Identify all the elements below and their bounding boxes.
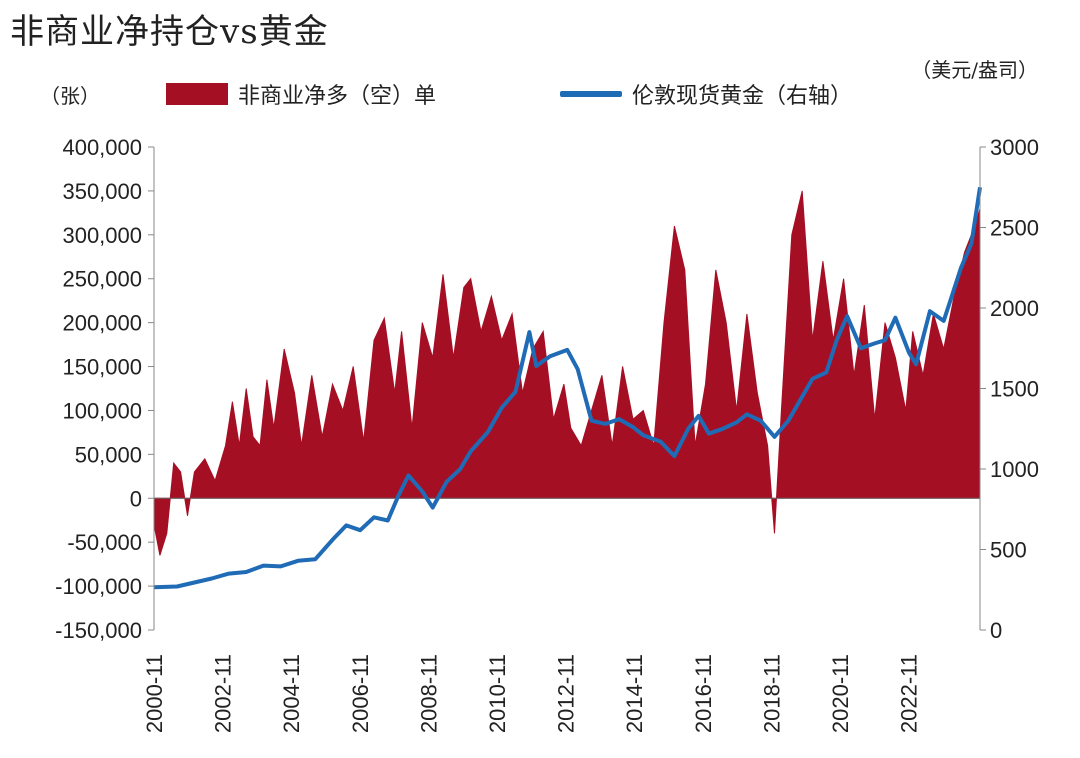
x-tick-label: 2000-11: [142, 654, 167, 733]
right-axis-unit: （美元/盎司）: [911, 58, 1038, 82]
x-tick-label: 2012-11: [554, 654, 579, 733]
gold-price-line: [153, 186, 982, 590]
legend-swatch-bar: [166, 83, 228, 105]
right-tick-label: 1000: [990, 457, 1039, 482]
x-tick-label: 2008-11: [416, 654, 441, 733]
right-tick-label: 1500: [990, 377, 1039, 402]
left-tick-label: 100,000: [62, 398, 142, 423]
legend-item-gold: 伦敦现货黄金（右轴）: [560, 78, 852, 110]
left-tick-label: -50,000: [67, 530, 142, 555]
left-axis-unit: （张）: [40, 84, 100, 108]
x-tick-label: 2014-11: [622, 654, 647, 733]
left-tick-label: 50,000: [75, 442, 142, 467]
x-tick-label: 2002-11: [211, 654, 236, 733]
right-tick-label: 500: [990, 538, 1027, 563]
left-tick-label: 150,000: [62, 355, 142, 380]
left-tick-label: 0: [130, 486, 142, 511]
x-tick-label: 2020-11: [828, 654, 853, 733]
chart-title: 非商业净持仓vs黄金: [10, 12, 329, 52]
left-tick-label: -100,000: [55, 574, 142, 599]
left-tick-label: 400,000: [62, 135, 142, 160]
left-tick-label: 250,000: [62, 267, 142, 292]
right-tick-label: 3000: [990, 135, 1039, 160]
x-tick-label: 2022-11: [897, 654, 922, 733]
x-tick-label: 2016-11: [691, 654, 716, 733]
right-tick-label: 2000: [990, 296, 1039, 321]
x-tick-label: 2018-11: [759, 654, 784, 733]
left-tick-label: 200,000: [62, 311, 142, 336]
legend-label-bar: 非商业净多（空）单: [238, 84, 437, 109]
legend-item-net-position: 非商业净多（空）单: [166, 78, 436, 110]
x-tick-label: 2006-11: [348, 654, 373, 733]
legend-label-line: 伦敦现货黄金（右轴）: [632, 84, 853, 109]
net-position-area: [153, 190, 981, 556]
left-tick-label: 300,000: [62, 223, 142, 248]
legend-swatch-line: [560, 91, 622, 97]
x-tick-label: 2010-11: [485, 654, 510, 733]
left-tick-label: 350,000: [62, 179, 142, 204]
right-tick-label: 0: [990, 618, 1002, 643]
right-tick-label: 2500: [990, 216, 1039, 241]
x-tick-label: 2004-11: [279, 654, 304, 733]
left-tick-label: -150,000: [55, 618, 142, 643]
